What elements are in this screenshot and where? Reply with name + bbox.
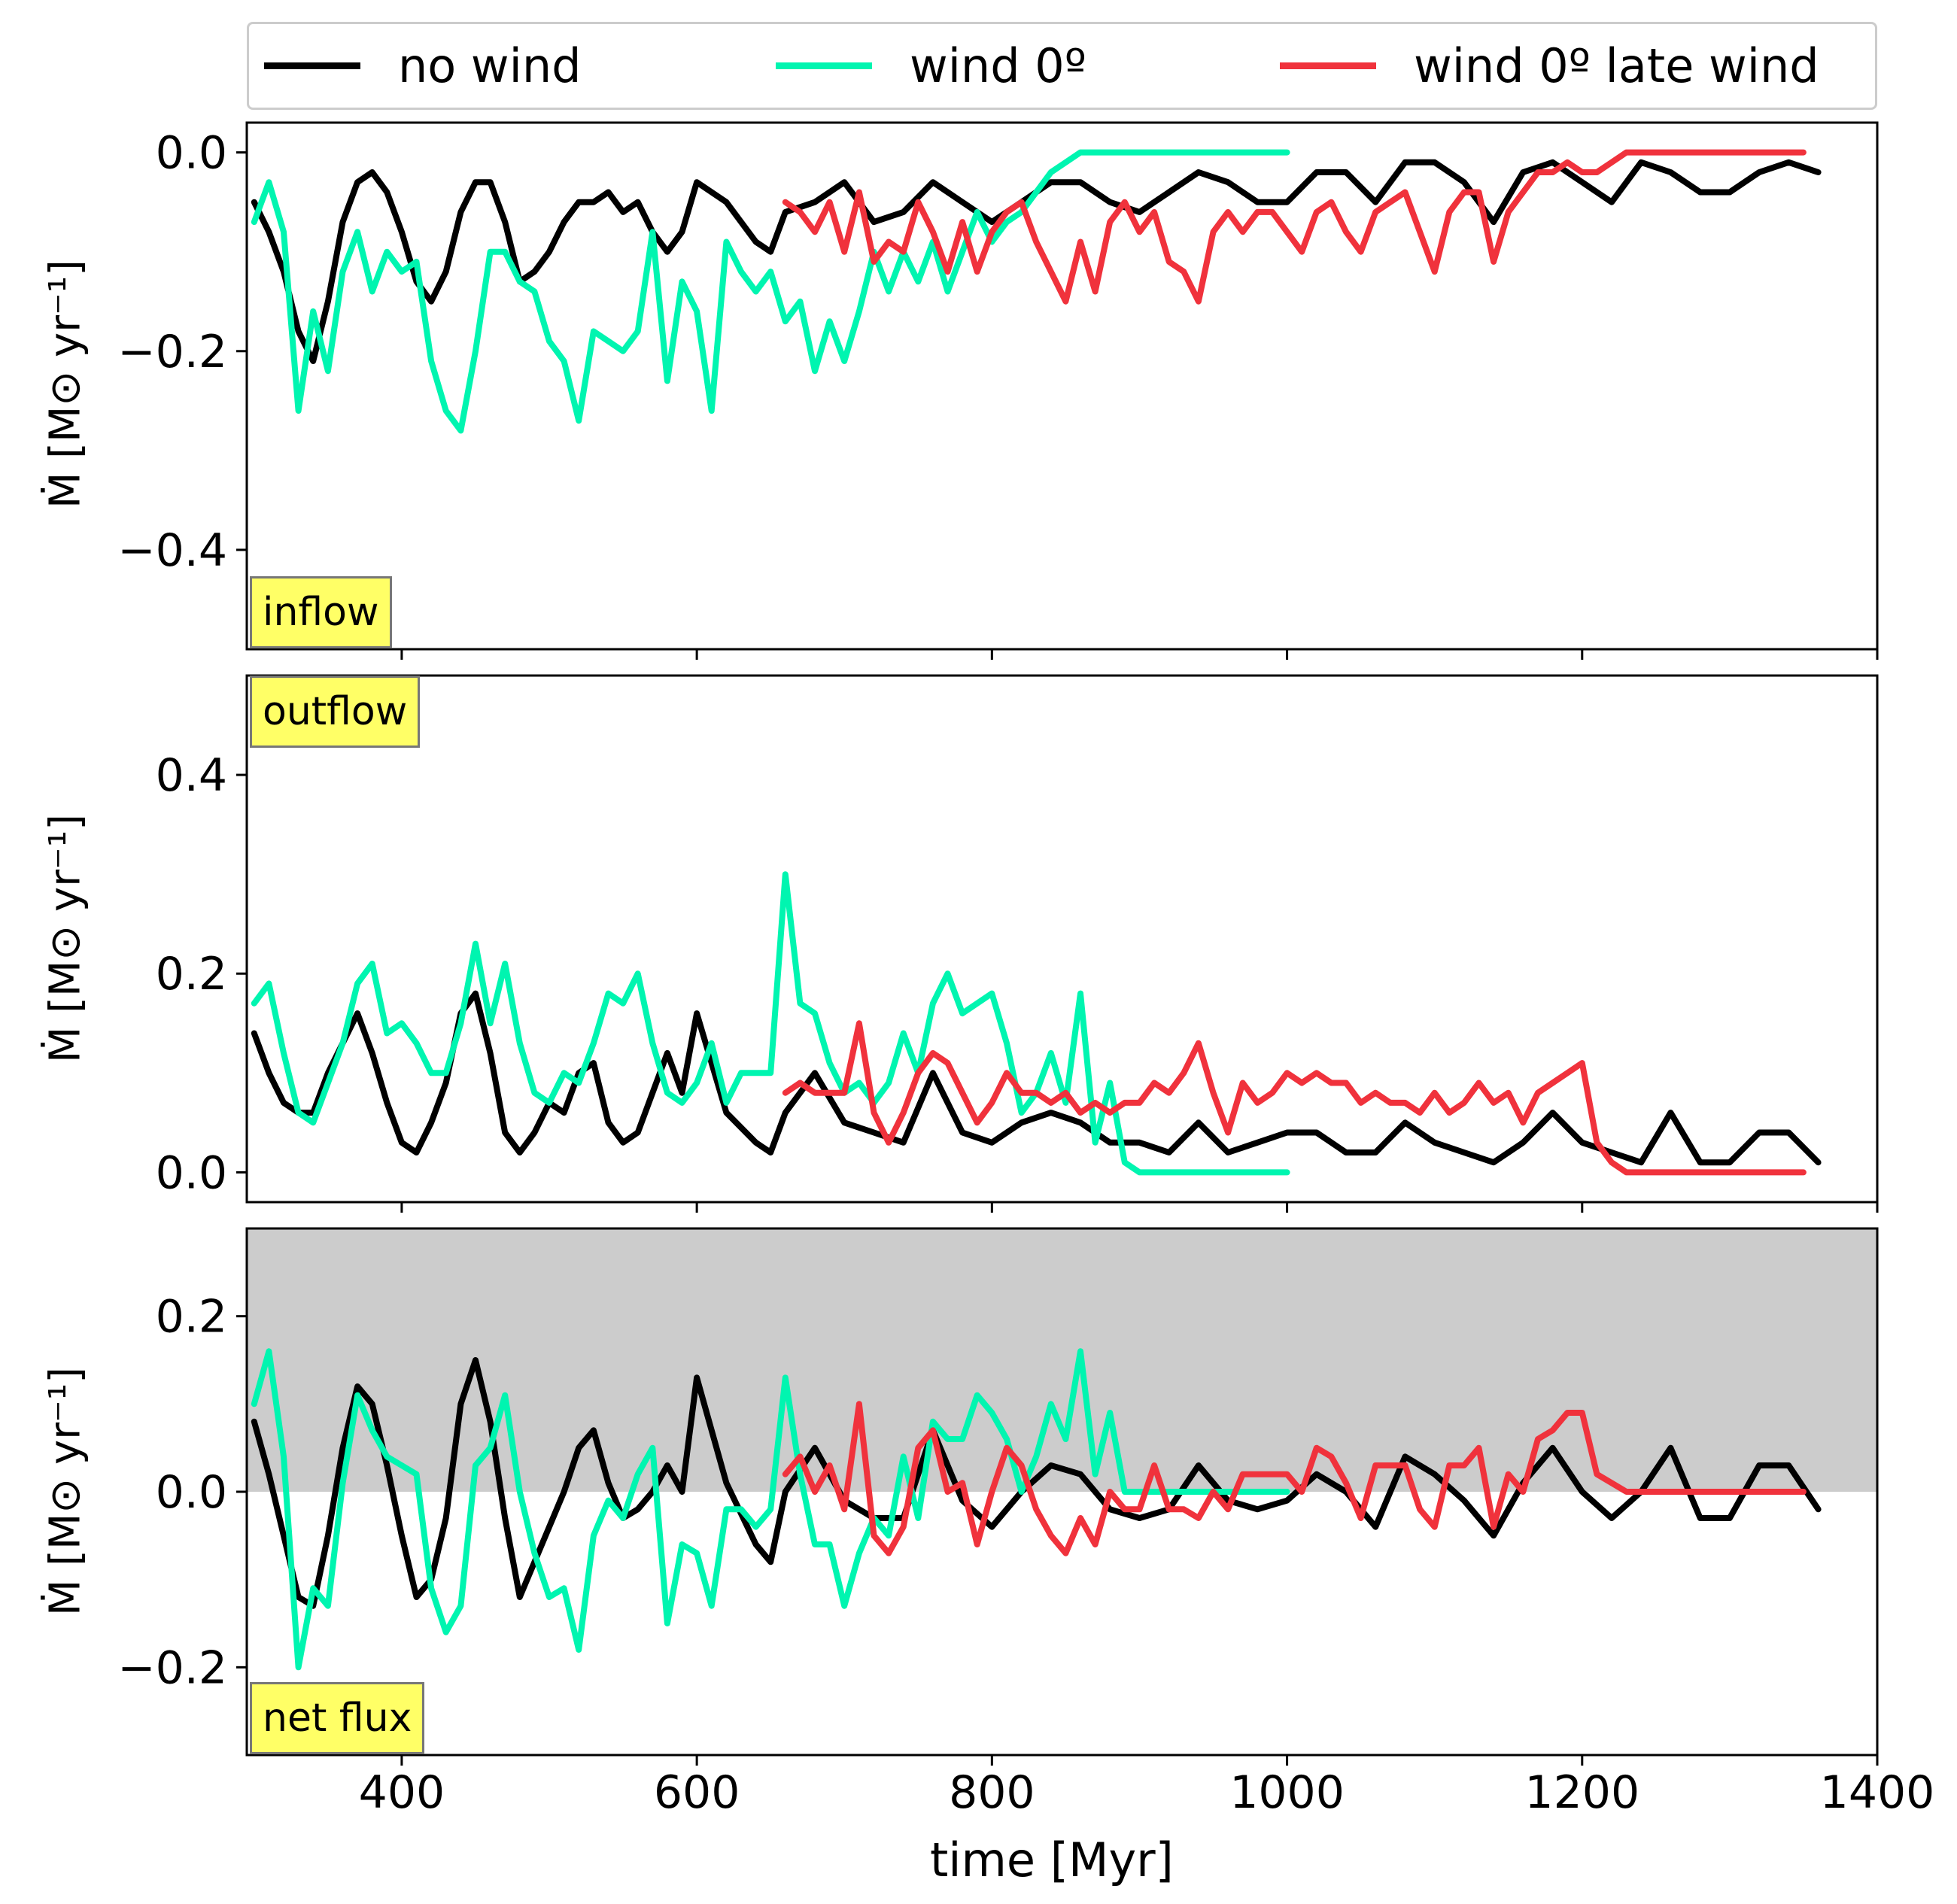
net-flux-badge: net flux bbox=[250, 1682, 425, 1754]
legend-swatch-wind-0 bbox=[776, 62, 872, 69]
net-flux-x-tick-label-400: 400 bbox=[359, 1766, 445, 1819]
inflow-y-tick-label-0: 0.0 bbox=[156, 127, 227, 180]
net-flux-y-tick-label-2: −0.2 bbox=[117, 1641, 227, 1694]
inflow-series-wind-0 bbox=[251, 149, 1290, 434]
outflow-ylabel: Ṁ [M⊙ yr⁻¹] bbox=[41, 813, 90, 1064]
legend-label-wind-0-late: wind 0º late wind bbox=[1414, 38, 1819, 93]
x-axis-label: time [Myr] bbox=[930, 1833, 1174, 1887]
inflow-ylabel: Ṁ [M⊙ yr⁻¹] bbox=[41, 259, 90, 509]
outflow-badge: outflow bbox=[250, 676, 421, 748]
inflow-badge: inflow bbox=[250, 576, 392, 648]
outflow-series-wind-0 bbox=[251, 871, 1290, 1176]
net-flux-plot-frame bbox=[245, 1227, 1879, 1757]
net-flux-x-tick-label-1400: 1400 bbox=[1820, 1766, 1935, 1819]
legend-label-no-wind: no wind bbox=[398, 38, 582, 93]
net-flux-series-wind-0 bbox=[251, 1348, 1290, 1671]
inflow-y-tick-label-1: −0.2 bbox=[117, 326, 227, 378]
net-flux-y-tick-label-0: 0.2 bbox=[156, 1291, 227, 1344]
net-flux-x-tick-label-600: 600 bbox=[654, 1766, 740, 1819]
legend-item-wind-0: wind 0º bbox=[776, 24, 1086, 108]
inflow-plot-frame bbox=[245, 121, 1879, 651]
inflow-series-wind-0-late-wind bbox=[782, 149, 1807, 305]
outflow-series-no-wind bbox=[251, 990, 1822, 1166]
legend-item-wind-0-late: wind 0º late wind bbox=[1280, 24, 1819, 108]
outflow-y-tick-label-1: 0.2 bbox=[156, 948, 227, 1001]
net-flux-x-tick-label-800: 800 bbox=[949, 1766, 1035, 1819]
legend: no wind wind 0º wind 0º late wind bbox=[247, 22, 1877, 110]
legend-label-wind-0: wind 0º bbox=[910, 38, 1086, 93]
net-flux-shaded-region bbox=[247, 1228, 1877, 1492]
outflow-plot-frame bbox=[245, 674, 1879, 1204]
outflow-y-tick-label-0: 0.0 bbox=[156, 1146, 227, 1199]
net-flux-x-tick-label-1200: 1200 bbox=[1524, 1766, 1639, 1819]
outflow-series-wind-0-late-wind bbox=[782, 1020, 1807, 1176]
inflow-y-tick-label-2: −0.4 bbox=[117, 524, 227, 577]
net-flux-x-tick-label-1000: 1000 bbox=[1229, 1766, 1345, 1819]
net-flux-ylabel: Ṁ [M⊙ yr⁻¹] bbox=[41, 1366, 90, 1617]
net-flux-series-wind-0-late-wind bbox=[782, 1401, 1807, 1556]
legend-swatch-no-wind bbox=[264, 62, 360, 69]
net-flux-y-tick-label-1: 0.0 bbox=[156, 1466, 227, 1519]
outflow-y-tick-label-2: 0.4 bbox=[156, 749, 227, 802]
legend-item-no-wind: no wind bbox=[264, 24, 582, 108]
legend-swatch-wind-0-late bbox=[1280, 62, 1376, 69]
